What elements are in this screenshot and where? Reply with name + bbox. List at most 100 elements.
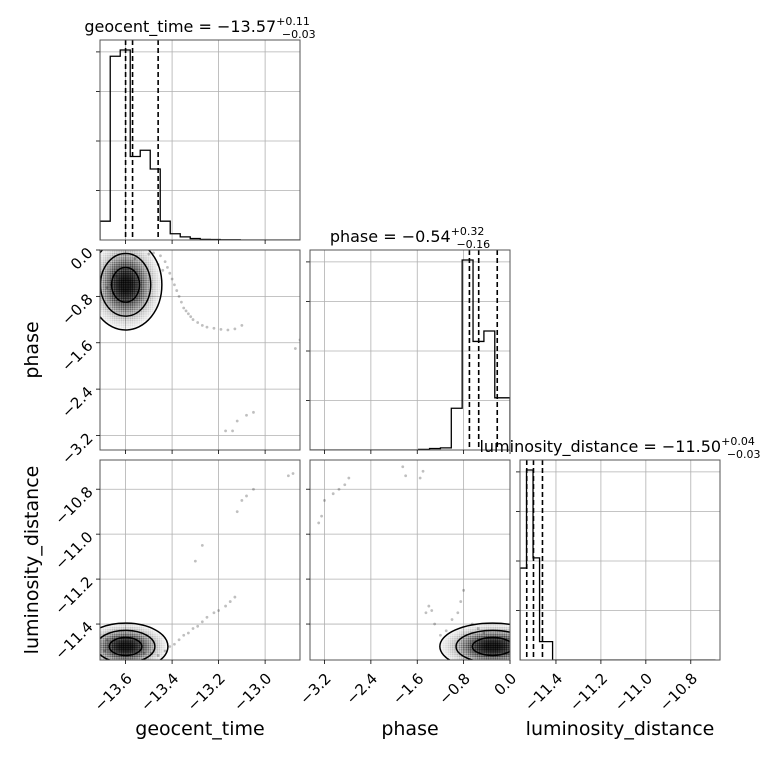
- density-cell: [114, 642, 118, 646]
- density-cell: [127, 268, 131, 272]
- density-cell: [481, 651, 485, 655]
- density-cell: [139, 273, 142, 277]
- density-cell: [114, 298, 118, 301]
- density-cell: [132, 277, 136, 281]
- density-cell: [452, 645, 456, 648]
- density-cell: [154, 286, 158, 290]
- density-cell: [114, 320, 118, 324]
- density-cell: [157, 275, 160, 279]
- density-cell: [103, 311, 106, 315]
- density-cell: [461, 658, 465, 660]
- density-cell: [100, 647, 104, 651]
- density-cell: [136, 631, 140, 635]
- density-cell: [508, 656, 510, 660]
- density-cell: [481, 638, 485, 642]
- scatter-point: [159, 254, 162, 258]
- density-cell: [136, 633, 140, 637]
- density-cell: [103, 289, 106, 292]
- density-cell: [152, 286, 156, 290]
- density-cell: [145, 647, 149, 651]
- density-cell: [134, 289, 138, 292]
- density-cell: [136, 654, 140, 657]
- density-cell: [136, 642, 140, 646]
- density-cell: [157, 277, 160, 281]
- density-cell: [143, 315, 147, 319]
- density-cell: [118, 291, 122, 295]
- density-cell: [150, 298, 154, 301]
- density-cell: [143, 273, 147, 277]
- density-cell: [470, 647, 474, 651]
- density-cell: [483, 633, 487, 637]
- density-cell: [445, 645, 449, 648]
- density-cell: [112, 624, 115, 628]
- density-cell: [479, 642, 483, 646]
- density-cell: [443, 647, 447, 651]
- density-cell: [116, 636, 120, 639]
- density-cell: [109, 266, 113, 270]
- scatter-point: [186, 312, 190, 316]
- density-cell: [501, 638, 505, 642]
- density-cell: [121, 309, 124, 313]
- density-cell: [134, 309, 138, 313]
- density-cell: [118, 282, 122, 286]
- density-cell: [123, 324, 127, 328]
- density-cell: [461, 642, 465, 646]
- density-cell: [504, 656, 507, 660]
- density-cell: [150, 309, 154, 313]
- density-cell: [161, 645, 165, 648]
- density-cell: [125, 631, 129, 635]
- density-cell: [107, 273, 111, 277]
- density-cell: [132, 645, 136, 648]
- density-cell: [508, 633, 510, 637]
- density-cell: [107, 302, 111, 306]
- density-cell: [143, 250, 147, 252]
- density-cell: [145, 280, 149, 283]
- density-cell: [470, 636, 474, 639]
- density-cell: [107, 271, 111, 274]
- density-cell: [127, 322, 131, 326]
- density-cell: [116, 304, 120, 308]
- density-cell: [125, 627, 129, 630]
- density-cell: [107, 255, 111, 259]
- density-cell: [132, 656, 136, 660]
- density-cell: [143, 640, 147, 644]
- density-cell: [447, 656, 451, 660]
- density-cell: [136, 311, 140, 315]
- density-cell: [479, 636, 483, 639]
- density-cell: [157, 273, 160, 277]
- density-cell: [136, 640, 140, 644]
- density-cell: [145, 289, 149, 292]
- density-cell: [495, 658, 498, 660]
- density-cell: [123, 320, 127, 324]
- density-cell: [123, 318, 127, 322]
- density-cell: [497, 658, 501, 660]
- density-cell: [100, 627, 104, 630]
- density-cell: [163, 649, 167, 653]
- density-cell: [116, 642, 120, 646]
- density-cell: [506, 642, 510, 646]
- density-cell: [112, 647, 115, 651]
- density-cell: [112, 649, 115, 653]
- density-cell: [159, 647, 163, 651]
- density-cell: [490, 658, 494, 660]
- density-cell: [105, 307, 109, 310]
- density-cell: [468, 636, 471, 639]
- density-cell: [148, 631, 151, 635]
- density-cell: [130, 250, 133, 252]
- density-cell: [125, 264, 129, 268]
- density-cell: [501, 656, 505, 660]
- density-cell: [143, 284, 147, 288]
- density-cell: [125, 642, 129, 646]
- contour-1: [100, 629, 156, 660]
- density-cell: [148, 282, 151, 286]
- density-cell: [456, 647, 460, 651]
- scatter-point: [343, 483, 347, 487]
- density-cell: [125, 645, 129, 648]
- title-sup: +0.32: [451, 225, 485, 238]
- density-cell: [130, 262, 133, 265]
- density-cell: [107, 250, 111, 254]
- density-cell: [134, 624, 138, 628]
- density-cell: [152, 282, 156, 286]
- scatter-point: [231, 429, 234, 433]
- density-cell: [114, 645, 118, 648]
